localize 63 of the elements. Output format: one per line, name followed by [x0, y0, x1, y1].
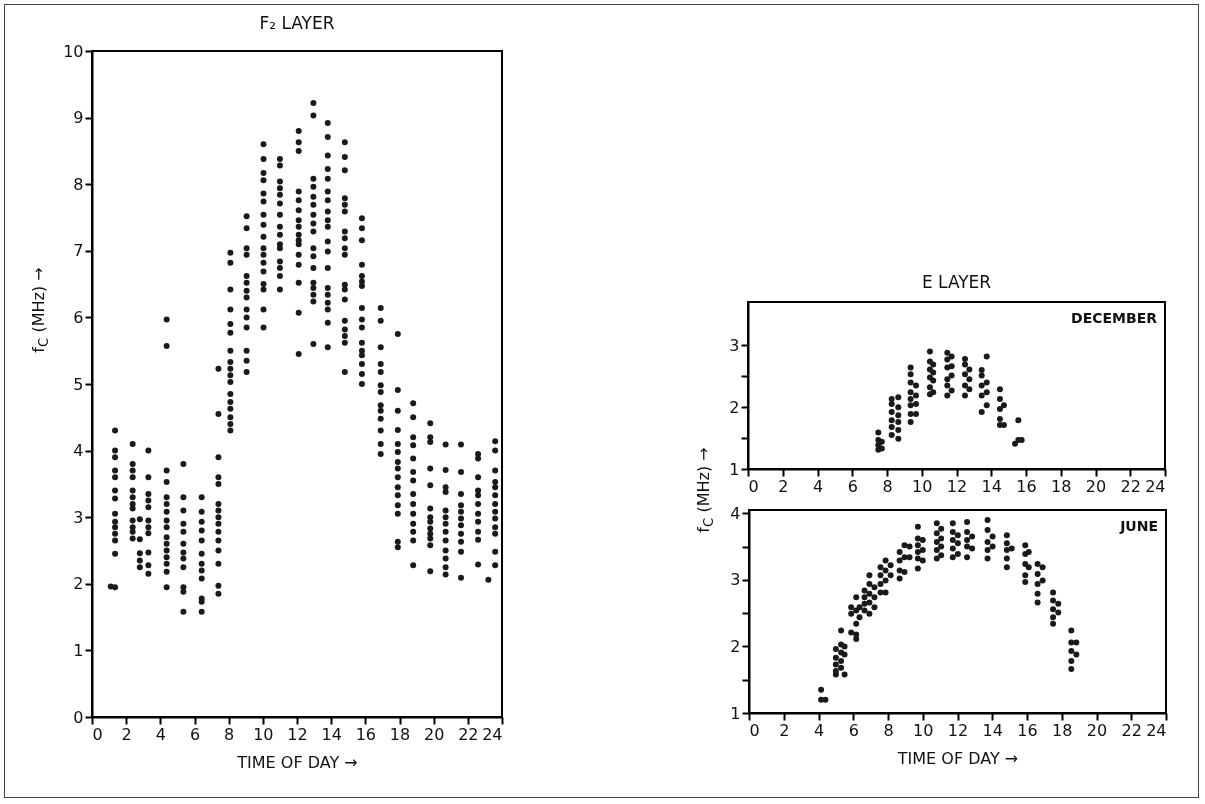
- chart-title: E LAYER: [921, 272, 992, 292]
- y-tick-label: 1: [730, 703, 741, 723]
- x-tick-label: 14: [981, 476, 1002, 496]
- x-tick-label: 16: [355, 724, 377, 744]
- x-tick-label: 24: [1146, 720, 1167, 740]
- y-tick-label: 4: [730, 503, 741, 523]
- y-tick-label: 4: [73, 441, 84, 461]
- y-tick-label: 0: [73, 707, 84, 727]
- y-tick-label: 2: [73, 574, 84, 594]
- x-tick-label: 2: [778, 476, 789, 496]
- x-tick-label: 6: [848, 720, 859, 740]
- x-tick-label: 2: [779, 720, 790, 740]
- chart-title: F₂ LAYER: [259, 13, 335, 33]
- x-tick-label: 4: [155, 724, 166, 744]
- x-axis-title: TIME OF DAY →: [896, 748, 1019, 768]
- x-axis-title: TIME OF DAY →: [236, 752, 358, 772]
- x-tick-label: 12: [946, 476, 968, 496]
- x-tick-label: 10: [253, 724, 274, 744]
- x-tick-label: 8: [224, 724, 235, 744]
- x-tick-label: 18: [1051, 476, 1072, 496]
- y-tick-label: 3: [730, 570, 741, 590]
- y-tick-label: 10: [63, 41, 84, 61]
- annotation: JUNE: [1119, 518, 1158, 534]
- x-tick-label: 24: [482, 724, 503, 744]
- y-tick-label: 1: [73, 640, 84, 660]
- x-tick-label: 18: [1052, 720, 1073, 740]
- x-tick-label: 6: [847, 476, 858, 496]
- y-tick-label: 3: [73, 507, 84, 527]
- y-tick-label: 6: [73, 307, 84, 327]
- y-tick-label: 2: [729, 397, 740, 417]
- x-tick-label: 14: [982, 720, 1003, 740]
- x-tick-label: 14: [321, 724, 342, 744]
- annotation: DECEMBER: [1071, 310, 1158, 326]
- x-tick-label: 22: [1121, 720, 1142, 740]
- x-tick-label: 0: [748, 476, 759, 496]
- y-tick-label: 3: [729, 335, 740, 355]
- x-tick-label: 10: [913, 720, 934, 740]
- y-tick-label: 8: [73, 174, 84, 194]
- x-tick-label: 24: [1145, 476, 1166, 496]
- y-tick-label: 2: [730, 636, 741, 656]
- y-tick-label: 9: [73, 108, 84, 128]
- x-tick-label: 10: [912, 476, 933, 496]
- x-tick-label: 20: [1086, 720, 1108, 740]
- y-tick-label: 5: [73, 374, 84, 394]
- x-tick-label: 4: [812, 476, 824, 496]
- x-tick-label: 16: [1016, 476, 1037, 496]
- x-tick-label: 0: [92, 724, 103, 744]
- x-tick-label: 12: [947, 720, 969, 740]
- x-tick-label: 20: [1085, 476, 1107, 496]
- x-tick-label: 0: [749, 720, 760, 740]
- x-tick-label: 20: [423, 724, 445, 744]
- x-tick-label: 16: [1017, 720, 1038, 740]
- x-tick-label: 8: [883, 720, 894, 740]
- x-tick-label: 18: [389, 724, 411, 744]
- x-tick-label: 4: [813, 720, 825, 740]
- y-tick-label: 7: [73, 241, 84, 261]
- x-tick-label: 22: [1120, 476, 1141, 496]
- x-tick-label: 12: [287, 724, 308, 744]
- x-tick-label: 2: [121, 724, 132, 744]
- y-tick-label: 1: [729, 459, 740, 479]
- x-tick-label: 6: [189, 724, 201, 744]
- x-tick-label: 8: [882, 476, 893, 496]
- x-tick-label: 22: [458, 724, 479, 744]
